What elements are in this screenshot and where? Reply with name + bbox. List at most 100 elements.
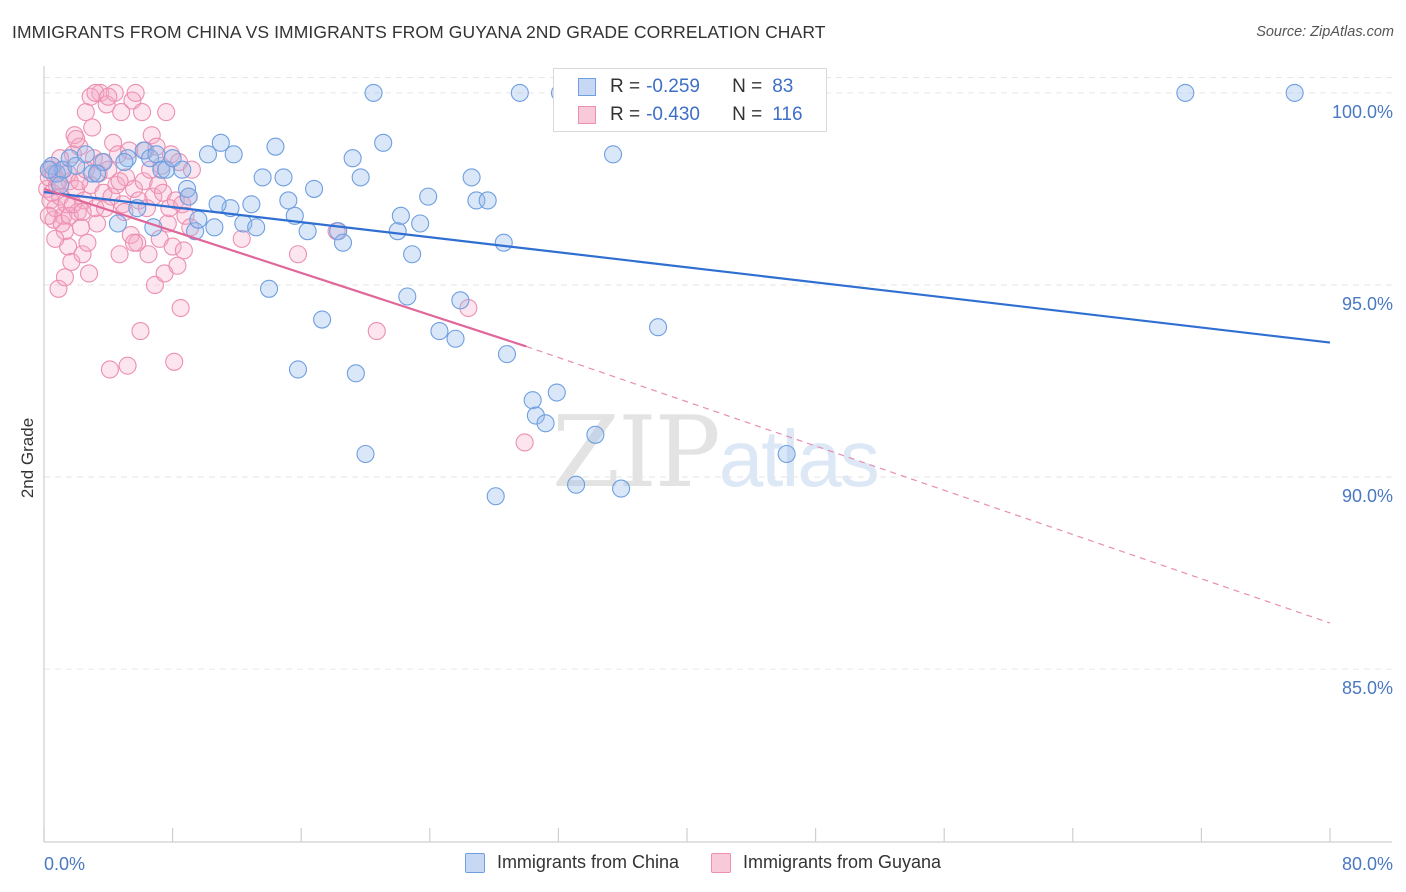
series-guyana [38,83,534,452]
china-point [411,214,430,233]
china-point [526,406,545,425]
china-point [586,425,605,444]
guyana-point [112,103,131,122]
china-point [189,210,208,229]
guyana-point [99,87,118,106]
x-tick-label-min: 0.0% [44,854,85,874]
china-point [1285,83,1304,102]
china-point [374,133,393,152]
china-point [186,222,205,241]
china-point [356,444,375,464]
china-point [486,487,505,506]
china-point [266,137,285,156]
guyana-point [67,129,86,149]
china-point [430,322,449,341]
china-point [108,214,127,233]
guyana-point [165,352,184,371]
china-point [536,414,555,433]
china-point [298,222,317,241]
y-tick-label: 100.0% [1332,102,1393,122]
china-point [419,187,438,206]
china-point [51,176,70,195]
china-trend-line [43,190,1331,344]
legend-item-china[interactable]: Immigrants from China [464,852,679,873]
china-point [497,345,517,364]
guyana-point [134,172,153,191]
y-tick-label: 85.0% [1342,678,1393,698]
tick-labels: 85.0% 90.0% 95.0% 100.0% 0.0% 80.0% [44,102,1393,874]
guyana-point [232,229,251,248]
china-point [279,191,298,210]
x-tick-label-max: 80.0% [1342,854,1393,874]
guyana-point [83,118,102,137]
china-point [39,160,58,179]
china-point [1176,83,1195,102]
guyana-point [76,103,95,122]
china-point [346,364,365,383]
series-china [39,83,1304,506]
guyana-point [139,245,158,264]
guyana-point [124,233,144,252]
china-point [567,475,586,494]
guyana-point [110,245,129,264]
guyana-point [120,141,139,160]
china-point [179,187,198,206]
guyana-trend-line [43,187,527,348]
china-point [478,191,497,210]
china-point [398,287,417,306]
guyana-point [46,229,65,248]
china-point [494,233,513,252]
guyana-point [108,145,127,164]
legend-swatch-china [464,852,485,873]
china-point [333,233,353,252]
r-label: R = [610,76,641,97]
guyana-point [182,160,201,179]
china-point [247,218,266,237]
guyana-point [73,245,92,264]
china-point [76,145,95,164]
china-point [87,164,107,183]
guyana-point [118,356,137,375]
guyana-point [78,233,97,252]
guyana-point [145,275,164,295]
china-point [612,479,631,498]
china-point [649,318,668,337]
china-point [523,391,542,410]
y-tick-label: 90.0% [1342,486,1393,506]
china-point [115,152,134,172]
guyana-point [104,133,123,152]
guyana-trend-extension [526,345,1331,624]
china-swatch [578,78,596,96]
guyana-point [49,279,68,298]
guyana-point [110,172,129,191]
y-axis-title: 2nd Grade [18,418,37,498]
guyana-point [100,360,119,379]
china-point [83,164,102,183]
guyana-point [367,322,386,341]
stats-legend: R = -0.259 N = 83 R = -0.430 N = 116 [553,68,827,132]
china-point [224,145,243,164]
guyana-point [124,179,144,198]
guyana-swatch [578,106,596,124]
n-label: N = [732,104,763,125]
legend-swatch-guyana [711,852,731,873]
china-point [211,133,230,152]
guyana-point [131,322,150,341]
china-point [462,168,481,187]
china-point [242,195,261,214]
china-point [147,145,166,164]
guyana-point [126,83,145,102]
china-point [208,195,227,214]
china-point [510,83,529,102]
guyana-point [54,206,73,225]
guyana-point [163,237,182,256]
y-tick-label: 95.0% [1342,294,1393,314]
china-point [777,444,796,464]
stats-row-guyana: R = -0.430 N = 116 [554,100,803,130]
china-point [259,279,279,298]
guyana-point [157,103,176,122]
legend-label-china: Immigrants from China [496,852,679,872]
legend-item-guyana[interactable]: Immigrants from Guyana [711,852,941,873]
guyana-point [133,103,152,122]
guyana-point [73,202,92,222]
